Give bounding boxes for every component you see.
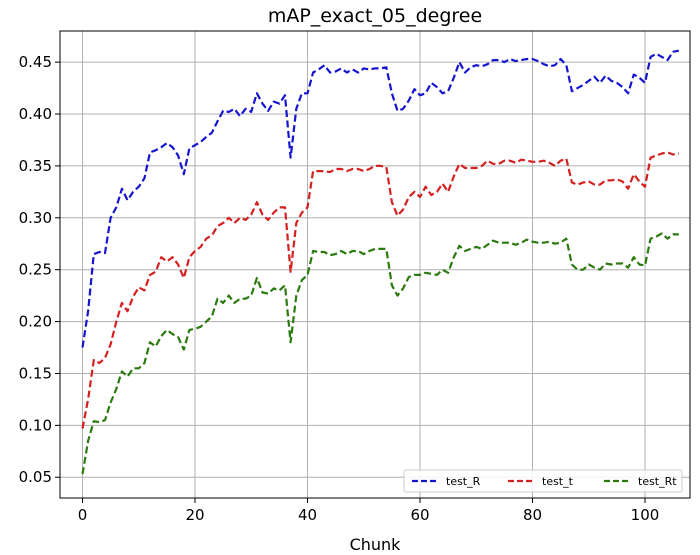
x-axis-label: Chunk: [350, 535, 402, 554]
y-tick-label: 0.10: [19, 416, 52, 434]
y-axis-ticks: 0.05 0.10 0.15 0.20 0.25 0.30 0.35 0.40 0.45: [19, 53, 60, 486]
x-tick-label: 100: [631, 506, 660, 524]
x-tick-label: 80: [523, 506, 542, 524]
legend-label: test_t: [542, 475, 574, 488]
legend-label: test_Rt: [638, 475, 677, 488]
y-tick-label: 0.15: [19, 364, 52, 382]
legend-box: [403, 469, 683, 493]
legend-label: test_R: [446, 475, 481, 488]
series-line-test-rt: [81, 232, 679, 475]
y-tick-label: 0.25: [19, 261, 52, 279]
grid: [60, 31, 690, 498]
series-line-test-r: [81, 49, 680, 348]
x-tick-label: 40: [298, 506, 317, 524]
y-tick-label: 0.30: [19, 209, 52, 227]
x-axis-ticks: 0 20 40 60 80 100: [78, 498, 660, 524]
y-tick-label: 0.40: [19, 105, 52, 123]
x-tick-label: 0: [78, 506, 88, 524]
y-tick-label: 0.35: [19, 157, 52, 175]
series-line-test-t: [81, 151, 679, 429]
y-tick-label: 0.45: [19, 53, 52, 71]
y-tick-label: 0.20: [19, 313, 52, 331]
series-lines: [81, 49, 680, 475]
x-tick-label: 20: [185, 506, 204, 524]
y-tick-label: 0.05: [19, 468, 52, 486]
legend: test_R test_t test_Rt: [403, 469, 683, 493]
x-tick-label: 60: [410, 506, 429, 524]
plot-frame: [59, 30, 691, 499]
chart-title: mAP_exact_05_degree: [268, 5, 482, 27]
